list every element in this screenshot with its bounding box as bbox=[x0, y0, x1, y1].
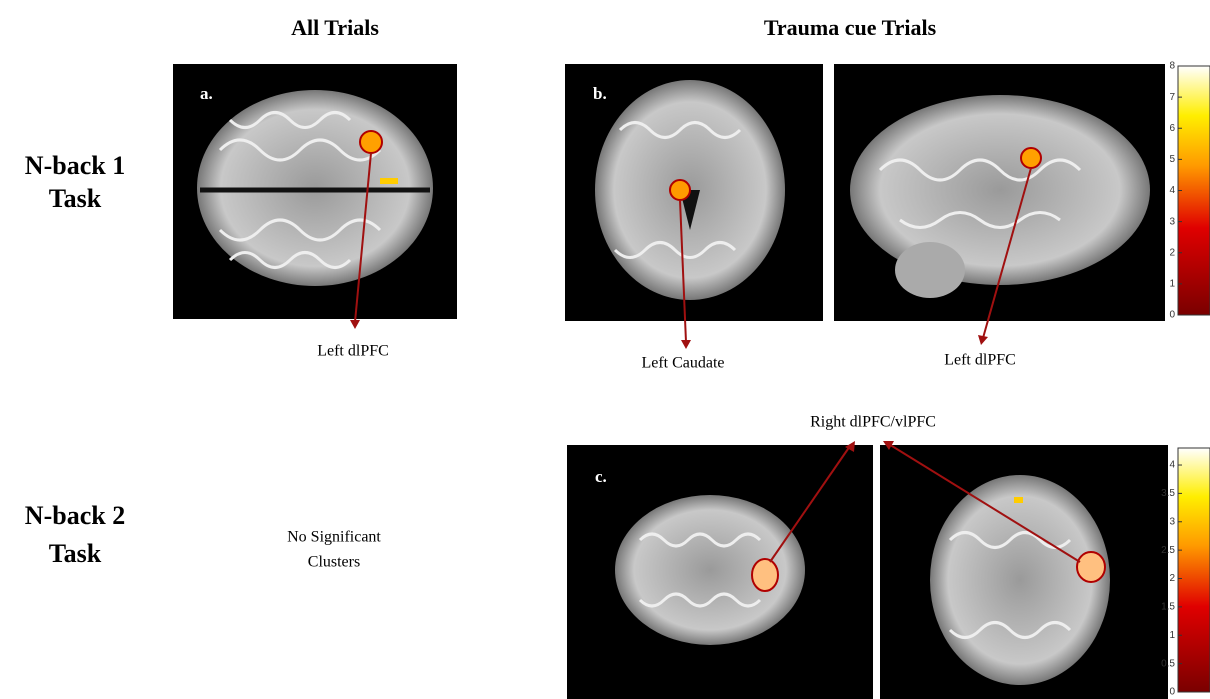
colorbar-tick-label: 0.5 bbox=[1161, 658, 1175, 669]
brain bbox=[615, 495, 805, 645]
roi-circle bbox=[359, 130, 383, 154]
colorbar-tick-label: 7 bbox=[1169, 92, 1175, 103]
row-label: N-back 2 bbox=[25, 501, 125, 530]
gyri bbox=[638, 532, 762, 608]
region-label: Left dlPFC bbox=[944, 352, 1016, 369]
activation bbox=[380, 178, 398, 184]
gyri bbox=[878, 158, 1082, 229]
column-header: Trauma cue Trials bbox=[764, 15, 937, 40]
activation bbox=[1014, 497, 1023, 503]
arrow bbox=[886, 442, 1081, 563]
colorbar-tick-label: 0 bbox=[1169, 310, 1175, 321]
region-label: Right dlPFC/vlPFC bbox=[810, 414, 936, 431]
colorbar-tick-label: 4 bbox=[1169, 460, 1175, 471]
colorbar-tick-label: 5 bbox=[1169, 154, 1175, 165]
colorbar-tick-label: 4 bbox=[1169, 185, 1175, 196]
cerebellum bbox=[895, 242, 965, 298]
arrow bbox=[982, 167, 1032, 339]
roi-circle bbox=[669, 179, 691, 201]
note: Clusters bbox=[308, 554, 360, 571]
brain bbox=[850, 95, 1150, 285]
roi-circle bbox=[1076, 551, 1106, 583]
colorbar-tick-label: 3 bbox=[1169, 216, 1175, 227]
row-label: Task bbox=[49, 539, 102, 568]
arrow bbox=[769, 445, 851, 563]
colorbar bbox=[1177, 447, 1210, 693]
roi-circle bbox=[751, 558, 779, 592]
arrow bbox=[679, 199, 687, 343]
colorbar-tick-label: 2 bbox=[1169, 573, 1175, 584]
column-header: All Trials bbox=[291, 15, 379, 40]
region-label: Left Caudate bbox=[641, 355, 724, 372]
colorbar-tick-label: 0 bbox=[1169, 687, 1175, 698]
colorbar-tick-label: 6 bbox=[1169, 123, 1175, 134]
ventricle bbox=[680, 190, 700, 230]
arrowhead bbox=[681, 340, 691, 349]
roi-circle bbox=[1020, 147, 1042, 169]
arrow bbox=[354, 152, 372, 323]
row-label: Task bbox=[49, 184, 102, 213]
arrowhead bbox=[883, 441, 894, 450]
arrowhead bbox=[845, 441, 855, 452]
colorbar-tick-label: 8 bbox=[1169, 61, 1175, 72]
gyri bbox=[218, 111, 382, 269]
row-label: N-back 1 bbox=[25, 151, 125, 180]
colorbar-tick-label: 3 bbox=[1169, 516, 1175, 527]
colorbar-tick-label: 3.5 bbox=[1161, 488, 1175, 499]
panel-letter: a. bbox=[200, 84, 213, 103]
colorbar-tick-label: 1.5 bbox=[1161, 602, 1175, 613]
panel-letter: b. bbox=[593, 84, 607, 103]
gyri bbox=[948, 531, 1072, 639]
colorbar-tick-label: 1 bbox=[1169, 279, 1175, 290]
panel-letter: c. bbox=[595, 467, 607, 486]
region-label: Left dlPFC bbox=[317, 343, 389, 360]
arrowhead bbox=[978, 335, 988, 345]
note: No Significant bbox=[287, 529, 381, 546]
colorbar bbox=[1177, 65, 1210, 316]
colorbar-tick-label: 2.5 bbox=[1161, 545, 1175, 556]
colorbar-tick-label: 1 bbox=[1169, 630, 1175, 641]
gyri bbox=[613, 121, 742, 259]
arrowhead bbox=[350, 320, 360, 329]
colorbar-tick-label: 2 bbox=[1169, 247, 1175, 258]
